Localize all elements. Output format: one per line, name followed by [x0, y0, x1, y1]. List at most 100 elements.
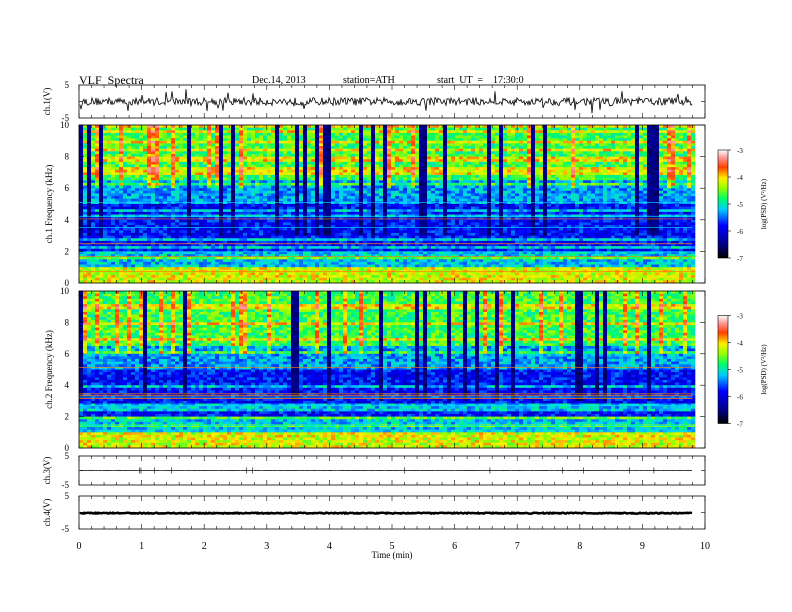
spectrogram-cell: [527, 153, 532, 157]
spectrogram-cell: [307, 182, 312, 186]
spectrogram-cell: [483, 153, 488, 157]
spectrogram-cell: [379, 180, 384, 184]
spectrogram-cell: [507, 151, 512, 155]
spectrogram-cell: [495, 135, 500, 139]
spectrogram-cell: [495, 164, 500, 168]
spectrogram-cell: [199, 206, 204, 210]
spectrogram-cell: [275, 190, 280, 194]
spectrogram-cell: [327, 190, 332, 194]
spectrogram-cell: [359, 206, 364, 210]
spectrogram-cell: [455, 206, 460, 210]
spectrogram-cell: [351, 159, 356, 163]
spectrogram-cell: [579, 190, 584, 194]
spectrogram-cell: [687, 177, 692, 181]
spectrogram-cell: [271, 188, 276, 192]
spectrogram-cell: [167, 138, 172, 142]
spectrogram-cell: [275, 146, 280, 150]
spectrogram-cell: [639, 172, 644, 176]
spectrogram-cell: [327, 143, 332, 147]
spectrogram-cell: [507, 204, 512, 207]
spectrogram-cell: [299, 161, 304, 165]
spectrogram-cell: [95, 172, 100, 176]
spectrogram-cell: [127, 167, 132, 171]
spectrogram-cell: [223, 161, 228, 165]
spectrogram-cell: [347, 153, 352, 157]
spectrogram-cell: [187, 161, 192, 165]
spectrogram-cell: [239, 182, 244, 186]
spectrogram-cell: [403, 164, 408, 168]
spectrogram-cell: [187, 204, 192, 207]
spectrogram-cell: [291, 201, 296, 205]
spectrogram-cell: [375, 180, 380, 184]
spectrogram-cell: [443, 151, 448, 155]
spectrogram-cell: [147, 177, 152, 181]
spectrogram-cell: [203, 190, 208, 194]
spectrogram-cell: [679, 140, 684, 144]
spectrogram-cell: [539, 132, 544, 136]
spectrogram-cell: [687, 190, 692, 194]
spectrogram-cell: [379, 132, 384, 136]
spectrogram-cell: [403, 185, 408, 189]
spectrogram-cell: [115, 159, 120, 163]
spectrogram-cell: [107, 172, 112, 176]
spectrogram-cell: [207, 151, 212, 155]
spectrogram-cell: [415, 151, 420, 155]
spectrogram-cell: [375, 204, 380, 207]
spectrogram-cell: [187, 153, 192, 157]
spectrogram-cell: [419, 175, 424, 178]
spectrogram-cell: [631, 138, 636, 142]
spectrogram-cell: [627, 196, 632, 200]
spectrogram-cell: [419, 196, 424, 200]
spectrogram-cell: [131, 167, 136, 171]
spectrogram-cell: [635, 204, 640, 207]
spectrogram-cell: [423, 175, 428, 178]
spectrogram-cell: [339, 193, 344, 197]
spectrogram-cell: [639, 167, 644, 171]
spectrogram-cell: [247, 130, 252, 134]
spectrogram-cell: [223, 143, 228, 147]
spectrogram-cell: [455, 169, 460, 173]
spectrogram-cell: [171, 127, 176, 131]
spectrogram-cell: [511, 172, 516, 176]
spectrogram-cell: [447, 169, 452, 173]
spectrogram-cell: [615, 151, 620, 155]
spectrogram-cell: [623, 198, 628, 202]
spectrogram-cell: [619, 151, 624, 155]
spectrogram-cell: [391, 188, 396, 192]
spectrogram-cell: [319, 135, 324, 139]
spectrogram-cell: [287, 206, 292, 210]
spectrogram-cell: [247, 204, 252, 207]
spectrogram-cell: [459, 153, 464, 157]
spectrogram-cell: [687, 180, 692, 184]
spectrogram-cell: [563, 127, 568, 131]
spectrogram-cell: [491, 159, 496, 163]
spectrogram-cell: [163, 161, 168, 165]
spectrogram-cell: [535, 148, 540, 152]
spectrogram-cell: [227, 140, 232, 144]
spectrogram-cell: [651, 140, 656, 144]
spectrogram-cell: [483, 172, 488, 176]
spectrogram-cell: [519, 193, 524, 197]
spectrogram-cell: [115, 132, 120, 136]
spectrogram-cell: [407, 167, 412, 171]
spectrogram-cell: [663, 161, 668, 165]
spectrogram-cell: [487, 167, 492, 171]
spectrogram-cell: [255, 140, 260, 144]
spectrogram-cell: [647, 140, 652, 144]
spectrogram-cell: [203, 185, 208, 189]
spectrogram-cell: [159, 132, 164, 136]
spectrogram-cell: [427, 196, 432, 200]
spectrogram-cell: [239, 156, 244, 160]
spectrogram-cell: [615, 148, 620, 152]
spectrogram-cell: [667, 180, 672, 184]
spectrogram-cell: [431, 146, 436, 150]
spectrogram-cell: [511, 164, 516, 168]
spectrogram-cell: [251, 182, 256, 186]
spectrogram-cell: [555, 180, 560, 184]
spectrogram-cell: [203, 172, 208, 176]
spectrogram-cell: [259, 188, 264, 192]
spectrogram-cell: [691, 151, 696, 155]
spectrogram-cell: [363, 164, 368, 168]
spectrogram-cell: [287, 132, 292, 136]
spectrogram-cell: [451, 125, 456, 128]
